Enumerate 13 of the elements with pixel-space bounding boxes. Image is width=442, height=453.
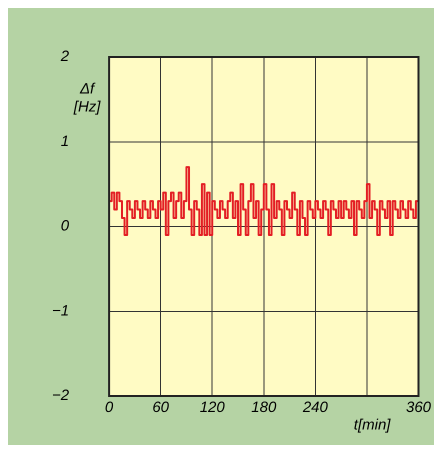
y-axis-title: Δf [Hz] [72, 80, 102, 116]
y-tick-label: −2 [52, 387, 70, 404]
y-tick-label: 1 [60, 132, 70, 150]
x-tick-label: 60 [152, 399, 170, 416]
y-tick-label: −1 [52, 302, 70, 320]
x-tick-label: 180 [251, 399, 277, 416]
x-tick-label: 360 [406, 399, 432, 416]
x-axis-title: t[min] [354, 416, 392, 434]
x-tick-label: 240 [302, 399, 329, 416]
x-tick-label: 0 [104, 399, 114, 416]
y-tick-label: 2 [60, 48, 70, 66]
y-tick-label: 0 [60, 218, 70, 235]
x-tick-label: 120 [200, 399, 226, 416]
